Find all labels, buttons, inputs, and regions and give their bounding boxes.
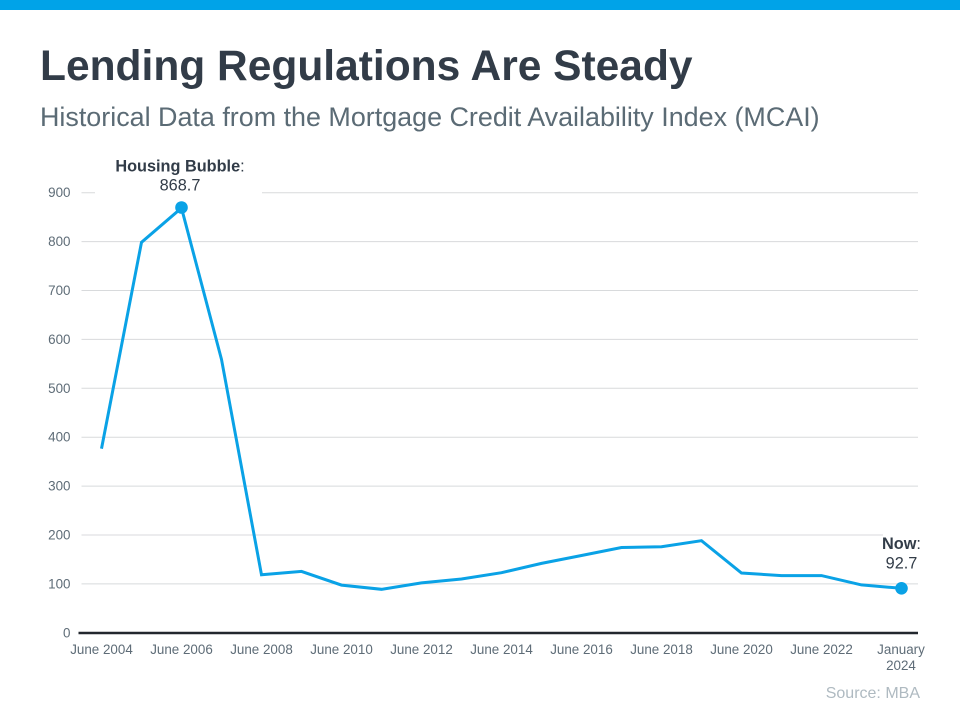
svg-text:June 2004: June 2004 (70, 642, 133, 657)
svg-text:700: 700 (48, 283, 70, 298)
svg-text:800: 800 (48, 234, 70, 249)
svg-text:Now:: Now: (882, 535, 921, 553)
svg-text:June 2018: June 2018 (630, 642, 693, 657)
svg-text:0: 0 (63, 625, 70, 640)
svg-text:868.7: 868.7 (160, 177, 201, 195)
svg-text:400: 400 (48, 430, 70, 445)
svg-text:June 2010: June 2010 (310, 642, 373, 657)
svg-text:92.7: 92.7 (886, 555, 918, 573)
svg-text:200: 200 (48, 528, 70, 543)
svg-text:600: 600 (48, 332, 70, 347)
svg-text:June 2006: June 2006 (150, 642, 213, 657)
svg-text:2024: 2024 (886, 658, 916, 673)
svg-text:June 2014: June 2014 (470, 642, 533, 657)
svg-text:June 2022: June 2022 (790, 642, 853, 657)
svg-text:100: 100 (48, 576, 70, 591)
svg-text:Housing Bubble:: Housing Bubble: (115, 158, 244, 176)
svg-text:500: 500 (48, 381, 70, 396)
svg-text:300: 300 (48, 479, 70, 494)
svg-text:June 2020: June 2020 (710, 642, 773, 657)
svg-text:June 2008: June 2008 (230, 642, 293, 657)
svg-text:January: January (877, 642, 925, 657)
svg-text:June 2016: June 2016 (550, 642, 613, 657)
svg-text:900: 900 (48, 185, 70, 200)
svg-text:June 2012: June 2012 (390, 642, 453, 657)
